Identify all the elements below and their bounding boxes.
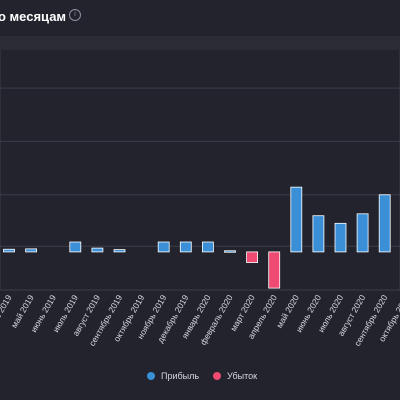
- bar-profit[interactable]: [201, 241, 214, 253]
- chart-header: о месяцам i: [0, 0, 400, 36]
- bar-profit[interactable]: [312, 215, 325, 253]
- bar-profit[interactable]: [157, 241, 170, 253]
- bar-profit[interactable]: [224, 250, 236, 253]
- bar-loss[interactable]: [246, 251, 259, 263]
- bar-profit[interactable]: [334, 222, 347, 253]
- grid-lines: [0, 50, 400, 291]
- info-circle-icon[interactable]: i: [69, 9, 81, 21]
- legend-item-profit[interactable]: Прибыль: [147, 371, 199, 381]
- legend-label-loss: Убыток: [227, 371, 258, 381]
- bar-profit[interactable]: [69, 241, 82, 253]
- bar-profit[interactable]: [25, 248, 38, 253]
- legend-swatch-loss: [213, 372, 221, 380]
- legend-swatch-profit: [147, 372, 155, 380]
- chart-title: о месяцам: [0, 9, 67, 24]
- bar-profit[interactable]: [356, 213, 369, 253]
- chart-legend: Прибыль Убыток: [0, 371, 400, 385]
- bar-profit[interactable]: [91, 247, 104, 253]
- legend-item-loss[interactable]: Убыток: [213, 371, 257, 381]
- bar-profit[interactable]: [290, 186, 303, 253]
- x-tick-label: апрель 2019: [0, 293, 14, 341]
- bars: [3, 186, 391, 289]
- legend-label-profit: Прибыль: [161, 371, 200, 381]
- bar-profit[interactable]: [113, 249, 126, 253]
- bar-loss[interactable]: [268, 251, 281, 289]
- bar-profit[interactable]: [179, 241, 192, 253]
- bar-profit[interactable]: [378, 194, 391, 253]
- bar-profit[interactable]: [3, 248, 15, 253]
- chart-toolbar-strip: [0, 36, 400, 50]
